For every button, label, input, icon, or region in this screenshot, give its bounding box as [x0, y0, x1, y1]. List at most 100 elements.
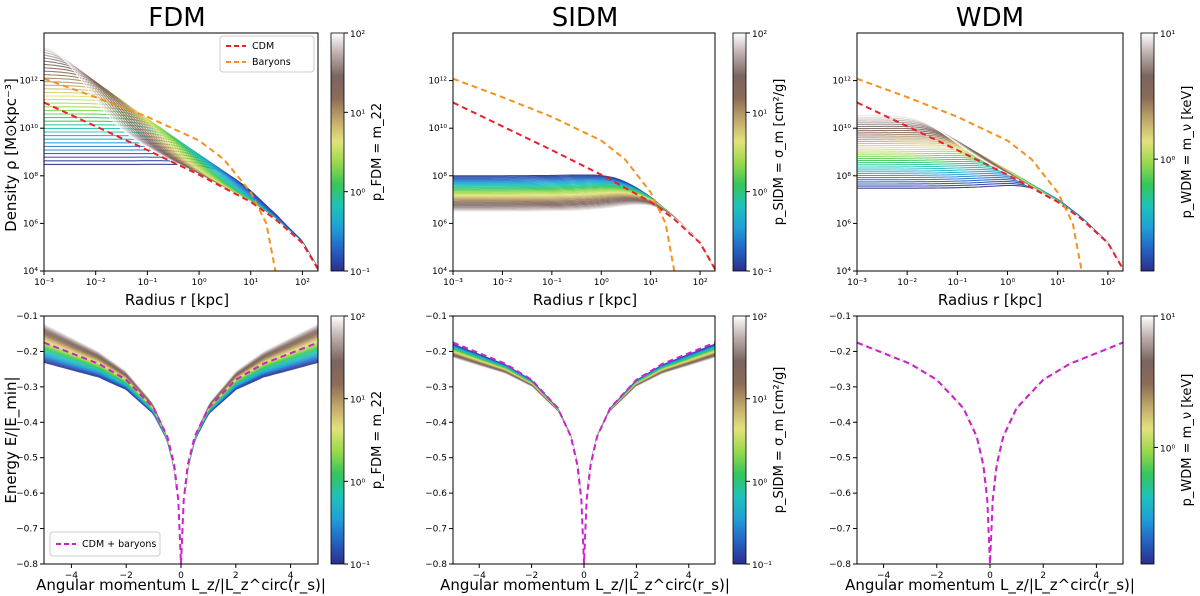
colorbar-tick-label: 10⁰ — [1160, 444, 1175, 454]
fdm-bottom-x-axis-label: Angular momentum L_z/|L_z^circ(r_s)| — [36, 576, 326, 595]
series-cdm — [44, 101, 318, 270]
y-tick-label: −0.6 — [425, 489, 447, 499]
model-curve — [184, 322, 318, 488]
x-tick-label: −4 — [473, 571, 487, 581]
y-tick-label: 10¹² — [19, 77, 38, 87]
x-tick-label: 10⁻¹ — [137, 278, 157, 288]
x-tick-label: 10⁻² — [897, 278, 917, 288]
model-curve — [453, 203, 716, 269]
series-baryons — [44, 77, 277, 271]
model-curve — [857, 184, 1124, 269]
model-curve — [453, 204, 716, 269]
y-tick-label: 10⁴ — [432, 267, 447, 277]
y-tick-label: −0.5 — [425, 454, 447, 464]
model-curve — [857, 121, 1124, 270]
wdm-top-x-axis-label: Radius r [kpc] — [938, 291, 1042, 309]
sidm-energy-plot: −4 −2 0 2 4 −0.8 −0.7 −0.6 −0.5 −0.4 −0.3 −0.2 −0.1 — [425, 312, 716, 581]
x-tick-label: 2 — [233, 571, 239, 581]
legend: CDM Baryons — [219, 35, 315, 73]
sidm-bottom-x-axis-label: Angular momentum L_z/|L_z^circ(r_s)| — [440, 576, 730, 595]
y-tick-label: −0.2 — [16, 347, 38, 357]
colorbar-gradient — [1140, 315, 1155, 565]
legend: CDM + baryons — [49, 531, 161, 557]
sidm-density-plot: 10⁻³ 10⁻² 10⁻¹ 10⁰ 10¹ 10² 10⁴ 10⁶ 10⁸ 10¹⁰ 10¹² — [428, 32, 716, 288]
model-curve — [44, 153, 318, 269]
model-curve — [857, 165, 1124, 270]
model-curve — [453, 204, 716, 269]
x-tick-label: 10⁻³ — [443, 278, 463, 288]
colorbar-tick-label: 10⁰ — [350, 478, 365, 488]
y-tick-label: 10⁶ — [836, 219, 851, 229]
x-tick-label: 0 — [581, 571, 587, 581]
model-curve — [857, 177, 1124, 270]
model-curve — [857, 154, 1124, 270]
panel-title-fdm: FDM — [148, 3, 205, 33]
model-curve — [44, 160, 318, 269]
colorbar-tick-label: 10⁻¹ — [752, 561, 772, 571]
x-tick-label: 10⁻² — [493, 278, 513, 288]
colorbar-gradient — [1140, 32, 1155, 272]
y-tick-label: 10¹² — [428, 77, 447, 87]
x-tick-label: 10¹ — [643, 278, 658, 288]
colorbar-label: p_WDM = m_ν [keV] — [1180, 86, 1195, 219]
colorbar-tick-label: 10⁻¹ — [350, 268, 370, 278]
y-tick-label: −0.7 — [16, 525, 38, 535]
y-tick-label: −0.4 — [425, 418, 447, 428]
y-tick-label: −0.5 — [16, 454, 38, 464]
y-tick-label: −0.6 — [829, 489, 851, 499]
x-tick-label: 2 — [634, 571, 640, 581]
y-tick-label: 10¹⁰ — [428, 124, 447, 134]
colorbar-tick-label: 10² — [752, 30, 767, 40]
fdm-density-plot: 10⁻³ 10⁻² 10⁻¹ 10⁰ 10¹ 10² 10⁴ 10⁶ 10⁸ 10¹⁰ 10¹² C… — [19, 32, 319, 288]
colorbar-tick-label: 10⁻¹ — [350, 561, 370, 571]
model-curve — [453, 202, 716, 269]
x-tick-label: 10⁰ — [594, 278, 609, 288]
y-tick-label: 10⁶ — [432, 219, 447, 229]
colorbar-fdm-top: 10² 10¹ 10⁰ 10⁻¹ p_FDM = m_22 — [330, 30, 385, 278]
fdm-energy-plot: −4 −2 0 2 4−0.8−0.7−0.6−0.5−0.4−0.3−0.2−0.1 … — [16, 312, 319, 581]
y-tick-label: 10⁸ — [432, 172, 447, 182]
legend-label-cdm: CDM — [252, 41, 274, 52]
axes-frame — [43, 32, 319, 272]
series-cdm — [857, 101, 1124, 270]
y-tick-label: −0.7 — [425, 525, 447, 535]
colorbar-wdm-bottom: 10¹ 10⁰ p_WDM = m_ν [keV] — [1140, 313, 1195, 565]
x-tick-label: −2 — [930, 571, 943, 581]
y-tick-label: −0.8 — [829, 560, 851, 570]
y-tick-label: −0.8 — [16, 560, 38, 570]
colorbar-sidm-top: 10² 10¹ 10⁰ 10⁻¹ p_SIDM = σ_m [cm²/g] — [732, 30, 787, 278]
axes-frame — [452, 32, 716, 272]
x-tick-label: 10² — [693, 278, 708, 288]
model-curve — [44, 149, 318, 269]
axes-frame — [856, 315, 1124, 565]
x-tick-label: 2 — [1040, 571, 1046, 581]
y-tick-label: −0.1 — [16, 312, 38, 322]
x-tick-label: 4 — [288, 571, 294, 581]
y-tick-label: 10¹⁰ — [19, 124, 38, 134]
axes-frame — [452, 315, 716, 565]
x-tick-label: 10⁻¹ — [542, 278, 562, 288]
colorbar-tick-label: 10¹ — [1160, 313, 1175, 323]
model-curve — [857, 113, 1124, 270]
model-curve — [857, 132, 1124, 270]
x-tick-label: 4 — [686, 571, 692, 581]
colorbar-tick-label: 10¹ — [752, 109, 767, 119]
y-tick-label: 10⁸ — [23, 172, 38, 182]
x-tick-label: 10¹ — [1050, 278, 1065, 288]
model-curve — [44, 88, 318, 270]
model-curve — [857, 134, 1124, 270]
colorbar-gradient — [732, 32, 747, 272]
colorbar-tick-label: 10⁻¹ — [752, 268, 772, 278]
y-tick-label: −0.7 — [829, 525, 851, 535]
y-tick-label: 10⁴ — [23, 267, 38, 277]
y-tick-label: −0.8 — [425, 560, 447, 570]
model-curve — [857, 180, 1124, 270]
y-tick-label: 10¹⁰ — [832, 124, 851, 134]
legend-box — [49, 531, 161, 557]
series-baryons — [453, 77, 676, 271]
x-tick-label: 10⁻³ — [34, 278, 54, 288]
y-tick-label: 10⁸ — [836, 172, 851, 182]
x-tick-label: 10⁻¹ — [947, 278, 967, 288]
x-tick-label: −4 — [877, 571, 891, 581]
model-curve — [44, 106, 318, 270]
